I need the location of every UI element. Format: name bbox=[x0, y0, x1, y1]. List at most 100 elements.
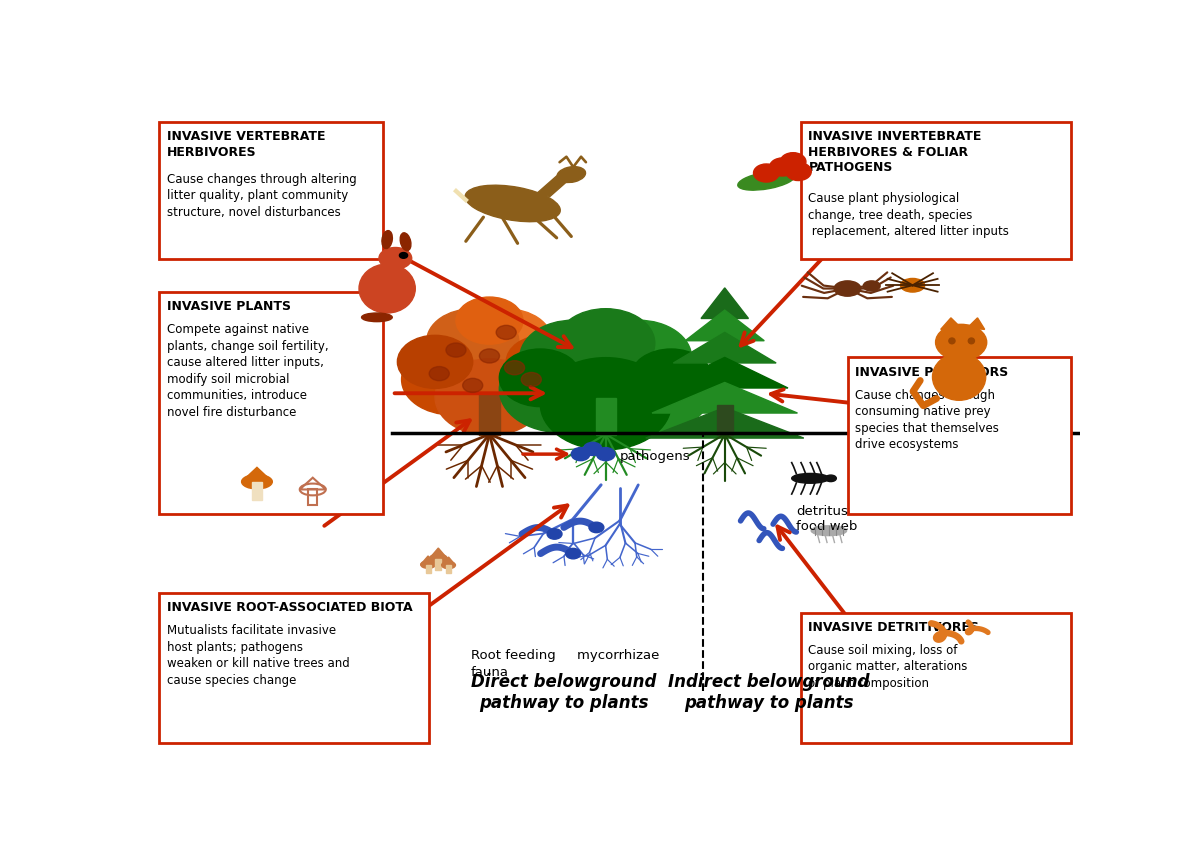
Bar bbox=[479, 394, 500, 435]
Circle shape bbox=[596, 448, 616, 461]
Text: Cause plant physiological
change, tree death, species
 replacement, altered litt: Cause plant physiological change, tree d… bbox=[809, 192, 1009, 238]
Polygon shape bbox=[701, 288, 749, 319]
FancyBboxPatch shape bbox=[847, 357, 1070, 514]
Circle shape bbox=[547, 529, 562, 539]
Text: Compete against native
plants, change soil fertility,
cause altered litter input: Compete against native plants, change so… bbox=[167, 323, 329, 419]
Circle shape bbox=[427, 309, 518, 374]
Polygon shape bbox=[673, 332, 776, 363]
Ellipse shape bbox=[382, 230, 392, 248]
Bar bbox=[426, 564, 431, 573]
FancyBboxPatch shape bbox=[160, 292, 383, 514]
Circle shape bbox=[754, 164, 779, 182]
Text: INVASIVE PLANTS: INVASIVE PLANTS bbox=[167, 300, 290, 314]
Text: INVASIVE ROOT-ASSOCIATED BIOTA: INVASIVE ROOT-ASSOCIATED BIOTA bbox=[167, 602, 413, 615]
Circle shape bbox=[557, 309, 655, 377]
Text: Cause changes through
consuming native prey
species that themselves
drive ecosys: Cause changes through consuming native p… bbox=[854, 388, 998, 451]
Circle shape bbox=[786, 162, 811, 180]
Text: Cause soil mixing, loss of
organic matter, alterations
of plant composition: Cause soil mixing, loss of organic matte… bbox=[809, 644, 968, 690]
Circle shape bbox=[528, 314, 684, 424]
Circle shape bbox=[936, 325, 986, 360]
Circle shape bbox=[463, 378, 482, 393]
Bar bbox=[308, 490, 318, 505]
Polygon shape bbox=[941, 318, 961, 329]
Ellipse shape bbox=[241, 474, 272, 489]
Polygon shape bbox=[652, 382, 798, 413]
Bar bbox=[436, 558, 442, 570]
Bar bbox=[596, 398, 616, 435]
Text: Cause changes through altering
litter quality, plant community
structure, novel : Cause changes through altering litter qu… bbox=[167, 173, 356, 218]
Ellipse shape bbox=[400, 233, 410, 251]
Circle shape bbox=[586, 320, 691, 395]
Ellipse shape bbox=[792, 473, 829, 484]
Circle shape bbox=[400, 252, 408, 258]
Bar bbox=[716, 405, 733, 435]
Circle shape bbox=[583, 442, 602, 456]
Polygon shape bbox=[442, 557, 456, 565]
Circle shape bbox=[427, 312, 552, 400]
Circle shape bbox=[571, 448, 590, 461]
Circle shape bbox=[402, 344, 502, 415]
Polygon shape bbox=[967, 318, 985, 329]
Ellipse shape bbox=[379, 247, 412, 269]
Text: Direct belowground
pathway to plants: Direct belowground pathway to plants bbox=[472, 673, 656, 712]
Text: Mutualists facilitate invasive
host plants; pathogens
weaken or kill native tree: Mutualists facilitate invasive host plan… bbox=[167, 624, 349, 687]
Ellipse shape bbox=[834, 280, 860, 296]
Ellipse shape bbox=[430, 554, 448, 564]
Circle shape bbox=[769, 158, 796, 176]
Ellipse shape bbox=[932, 354, 985, 400]
Polygon shape bbox=[430, 548, 448, 558]
Text: INVASIVE PREDATORS: INVASIVE PREDATORS bbox=[854, 366, 1008, 379]
Text: detritus
food web: detritus food web bbox=[797, 505, 858, 532]
Polygon shape bbox=[538, 176, 569, 196]
Circle shape bbox=[540, 358, 671, 450]
Circle shape bbox=[520, 320, 626, 395]
Circle shape bbox=[460, 309, 552, 374]
Text: Indirect belowground
pathway to plants: Indirect belowground pathway to plants bbox=[667, 673, 869, 712]
FancyBboxPatch shape bbox=[802, 122, 1070, 259]
Text: pathogens: pathogens bbox=[619, 450, 690, 463]
Circle shape bbox=[565, 548, 581, 558]
Polygon shape bbox=[646, 407, 804, 438]
Polygon shape bbox=[241, 468, 272, 482]
Circle shape bbox=[521, 372, 541, 387]
Ellipse shape bbox=[466, 185, 560, 222]
Ellipse shape bbox=[811, 526, 846, 536]
Circle shape bbox=[446, 343, 466, 357]
Ellipse shape bbox=[863, 280, 880, 291]
Bar bbox=[446, 565, 451, 573]
Circle shape bbox=[397, 336, 473, 388]
Text: INVASIVE DETRITIVORES: INVASIVE DETRITIVORES bbox=[809, 621, 979, 634]
Circle shape bbox=[506, 336, 582, 388]
Ellipse shape bbox=[557, 167, 586, 183]
Circle shape bbox=[630, 349, 712, 406]
Ellipse shape bbox=[361, 313, 392, 321]
Circle shape bbox=[496, 326, 516, 339]
Text: INVASIVE VERTEBRATE
HERBIVORES: INVASIVE VERTEBRATE HERBIVORES bbox=[167, 130, 325, 159]
Circle shape bbox=[476, 344, 577, 415]
Circle shape bbox=[589, 346, 712, 433]
Circle shape bbox=[589, 522, 604, 533]
Circle shape bbox=[480, 348, 499, 363]
Circle shape bbox=[436, 359, 544, 435]
Circle shape bbox=[780, 153, 806, 171]
FancyBboxPatch shape bbox=[160, 593, 430, 744]
Circle shape bbox=[499, 349, 581, 406]
Ellipse shape bbox=[826, 475, 836, 482]
Polygon shape bbox=[421, 556, 436, 564]
Circle shape bbox=[504, 360, 524, 375]
Circle shape bbox=[499, 346, 622, 433]
Polygon shape bbox=[661, 357, 788, 388]
Ellipse shape bbox=[442, 562, 456, 569]
Text: fauna: fauna bbox=[470, 666, 509, 679]
FancyBboxPatch shape bbox=[160, 122, 383, 259]
Polygon shape bbox=[685, 310, 764, 341]
Ellipse shape bbox=[359, 264, 415, 313]
Text: INVASIVE INVERTEBRATE
HERBIVORES & FOLIAR
PATHOGENS: INVASIVE INVERTEBRATE HERBIVORES & FOLIA… bbox=[809, 130, 982, 174]
Circle shape bbox=[430, 366, 449, 381]
Ellipse shape bbox=[900, 279, 925, 292]
Ellipse shape bbox=[968, 338, 974, 343]
Circle shape bbox=[456, 297, 523, 344]
Ellipse shape bbox=[738, 171, 794, 190]
Ellipse shape bbox=[421, 561, 436, 569]
Text: Root feeding     mycorrhizae: Root feeding mycorrhizae bbox=[470, 649, 659, 661]
